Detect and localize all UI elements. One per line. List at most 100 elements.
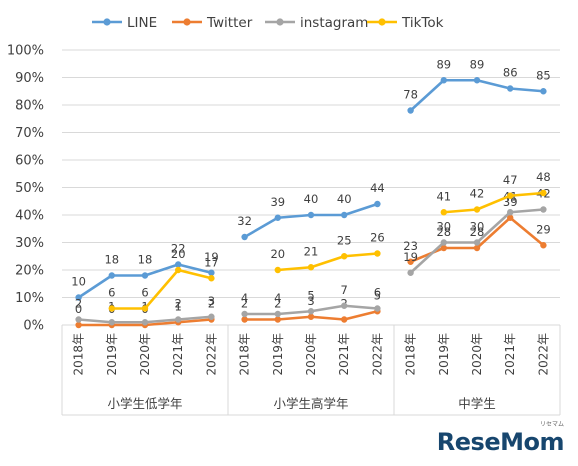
data-label: 21 [304,244,319,258]
y-tick-label: 60% [15,154,44,169]
data-label: 22 [171,242,186,256]
data-label: 23 [403,239,418,253]
data-point [307,211,315,219]
data-point [473,244,481,252]
data-label: 19 [403,250,418,264]
data-point [241,316,248,323]
data-point [175,266,182,274]
data-label: 4 [274,291,281,305]
data-point [108,305,116,312]
data-point [440,77,447,84]
data-label: 78 [403,88,418,102]
x-tick-label: 2022年 [370,333,384,376]
x-tick-label: 2020年 [138,333,152,376]
data-label: 6 [141,286,148,300]
data-label: 30 [470,220,485,234]
data-point [540,206,547,213]
data-point [473,239,481,246]
data-point [507,85,514,92]
data-point [208,313,215,320]
data-label: 41 [436,189,451,203]
data-label: 6 [108,286,115,300]
series-line [443,191,544,214]
data-label: 18 [138,253,153,267]
watermark-text: ReseMom [436,428,565,456]
data-point [540,189,547,197]
legend-label: LINE [127,15,157,31]
legend-marker [378,18,386,26]
data-point [440,244,447,252]
data-label: 42 [470,187,485,201]
data-label: 28 [470,225,485,239]
data-label: 25 [337,233,352,247]
x-tick-label: 2022年 [204,333,218,376]
data-point [341,253,348,260]
legend-label: instagram [300,15,368,31]
y-tick-label: 40% [15,209,44,224]
group-label: 小学生高学年 [273,396,348,411]
data-label: 2 [75,297,82,311]
data-label: 7 [341,283,348,297]
legend: LINE Twitter instagram TikTok [92,15,444,31]
data-point [473,206,481,213]
data-label: 2 [274,297,281,311]
data-label: 39 [270,195,285,209]
data-point [175,261,182,268]
data-label: 48 [536,170,551,184]
data-point [507,214,514,221]
data-point [540,88,547,95]
data-point [274,316,281,323]
data-label: 47 [503,173,518,187]
y-tick-label: 100% [7,44,44,59]
data-point [341,211,348,219]
data-point [274,214,281,221]
data-point [507,209,514,216]
data-point [507,192,514,199]
data-label: 2 [208,297,215,311]
series-line [409,78,544,112]
legend-marker [103,18,111,26]
legend-marker [276,18,284,26]
resemom-logo: ReseMom リセマム [436,421,565,456]
data-point [108,272,116,279]
data-point [75,294,82,301]
data-label: 4 [241,291,248,305]
y-tick-label: 0% [23,319,44,334]
data-label: 26 [370,231,385,245]
y-tick-label: 10% [15,291,44,306]
data-label: 2 [175,297,182,311]
data-label: 5 [307,288,314,302]
data-point [208,269,215,276]
group-label: 小学生低学年 [107,396,182,411]
data-point [440,209,447,216]
data-point [374,200,381,208]
data-label: 32 [237,214,252,228]
data-label: 17 [204,255,219,269]
data-point [374,250,381,257]
data-point [440,239,447,246]
data-label: 5 [374,288,381,302]
data-label: 28 [436,225,451,239]
x-tick-label: 2019年 [437,333,451,376]
data-point [208,275,215,282]
data-label: 1 [175,299,182,313]
data-label: 89 [470,57,485,71]
data-point [141,319,149,326]
data-label: 3 [208,294,215,308]
data-point [341,316,348,323]
x-tick-label: 2022年 [536,333,550,376]
legend-label: Twitter [206,15,253,31]
series-line [111,268,212,310]
data-point [241,310,248,318]
data-point [175,316,182,323]
x-tick-label: 2020年 [304,333,318,376]
data-point [307,308,315,315]
data-point [307,313,315,320]
data-label: 30 [436,220,451,234]
legend-label: TikTok [401,15,444,31]
data-label: 29 [536,222,551,236]
series-line [243,202,378,239]
data-point [274,266,281,274]
data-point [374,305,381,312]
